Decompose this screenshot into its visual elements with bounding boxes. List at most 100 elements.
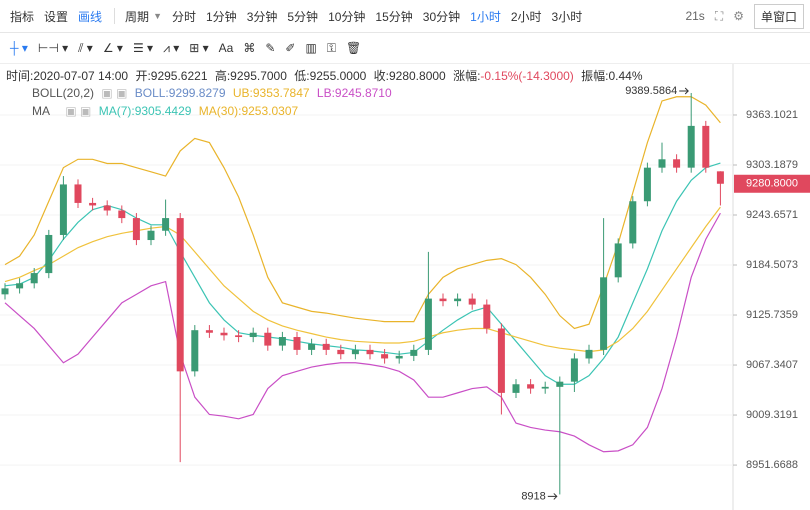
candle-body xyxy=(512,384,520,393)
candle-body xyxy=(600,277,608,350)
candle-body xyxy=(541,386,549,389)
candle-body xyxy=(702,125,710,168)
period-label[interactable]: 周期 xyxy=(125,9,150,24)
cross-tool[interactable]: ┼ ▾ xyxy=(10,41,28,55)
candle-tool[interactable]: ▥ xyxy=(305,41,317,55)
period-btn[interactable]: 2小时 xyxy=(510,9,542,24)
period-btn[interactable]: 3小时 xyxy=(551,9,583,24)
arrow xyxy=(547,493,558,500)
delete-tool[interactable]: 🗑 xyxy=(345,41,362,55)
lock-tool[interactable]: ⚿ xyxy=(326,40,336,55)
indicator-btn[interactable]: 指标 xyxy=(10,9,35,24)
ma-info: MA ▣ ▣ MA(7):9305.4429 MA(30):9253.0307 xyxy=(32,104,302,118)
y-tick-label: 9363.1021 xyxy=(746,109,798,121)
settings-btn[interactable]: 设置 xyxy=(44,9,69,24)
candle-body xyxy=(337,349,345,355)
close: 收:9280.8000 xyxy=(373,69,446,83)
candle-body xyxy=(527,384,535,389)
candle-body xyxy=(89,202,97,206)
period-btn[interactable]: 30分钟 xyxy=(422,9,461,24)
ruler-tool[interactable]: ✎ xyxy=(265,41,276,55)
period-btn[interactable]: 10分钟 xyxy=(328,9,366,24)
hline-tool[interactable]: ⊢⊣ ▾ xyxy=(37,41,69,55)
pen-tool[interactable]: ✐ xyxy=(285,41,296,55)
high-label: 9389.5864 xyxy=(625,85,677,97)
ma-name: MA xyxy=(32,104,50,118)
candle-body xyxy=(147,230,155,241)
candle-body xyxy=(264,332,272,346)
candle-body xyxy=(103,205,111,211)
ma30: MA(30):9253.0307 xyxy=(198,104,299,118)
candle-body xyxy=(673,159,681,168)
period-btn[interactable]: 3分钟 xyxy=(246,9,278,24)
indicator-line xyxy=(4,206,721,353)
period-btn[interactable]: 1分钟 xyxy=(206,9,237,24)
wave-tool[interactable]: ⩘ ▾ xyxy=(163,40,180,55)
candle-body xyxy=(132,218,140,241)
ray-tool[interactable]: ⫽ ▾ xyxy=(78,40,93,55)
candle-body xyxy=(410,349,418,356)
dropdown-arrow: ▼ xyxy=(153,11,162,21)
channel-tool[interactable]: ☰ ▾ xyxy=(132,41,154,55)
angle-tool[interactable]: ∠ ▾ xyxy=(102,41,123,55)
price-tag-label: 9280.8000 xyxy=(746,178,798,190)
indicator-line xyxy=(4,212,721,453)
candle-body xyxy=(629,201,637,244)
candle-body xyxy=(45,234,53,274)
draw-btn[interactable]: 画线 xyxy=(78,9,103,24)
candle-body xyxy=(424,298,432,350)
window-select[interactable]: 单窗口 xyxy=(753,3,804,29)
period-btn[interactable]: 15分钟 xyxy=(375,9,413,24)
periods: 分时 1分钟 3分钟 5分钟 10分钟 15分钟 30分钟 1小时 2小时 3小时 xyxy=(162,8,582,25)
period-btn[interactable]: 分时 xyxy=(171,9,196,24)
ohlc-info: 时间:2020-07-07 14:00 开:9295.6221 高:9295.7… xyxy=(6,67,647,84)
candle-body xyxy=(643,167,651,202)
settings-icon[interactable]: ⚙ xyxy=(733,9,744,23)
boll-name: BOLL(20,2) xyxy=(32,86,95,100)
icons: ▣ ▣ xyxy=(101,86,128,100)
fullscreen-icon[interactable]: ⛶ xyxy=(714,8,724,23)
period-btn[interactable]: 1小时 xyxy=(470,9,501,24)
y-tick-label: 9125.7359 xyxy=(746,309,798,321)
period-btn[interactable]: 5分钟 xyxy=(287,9,319,24)
draw-tools: ┼ ▾ ⊢⊣ ▾ ⫽ ▾ ∠ ▾ ☰ ▾ ⩘ ▾ ⊞ ▾ Aa ⌘ ✎ ✐ ▥ … xyxy=(0,33,810,64)
amplitude: 振幅:0.44% xyxy=(581,69,643,83)
candle-body xyxy=(205,330,213,333)
candle-body xyxy=(235,335,243,338)
price-tag xyxy=(734,174,810,193)
candle-body xyxy=(220,332,228,336)
magnet-tool[interactable]: ⌘ xyxy=(243,41,256,55)
candle-body xyxy=(658,159,666,168)
candle-body xyxy=(454,298,462,302)
candle-body xyxy=(716,171,724,184)
boll-info: BOLL(20,2) ▣ ▣ BOLL:9299.8279 UB:9353.78… xyxy=(32,86,396,100)
candle-body xyxy=(439,298,447,302)
separator xyxy=(114,8,116,24)
rect-tool[interactable]: ⊞ ▾ xyxy=(189,41,209,55)
candle-body xyxy=(1,288,9,295)
icons: ▣ ▣ xyxy=(65,104,92,118)
candle-body xyxy=(118,210,126,219)
candle-body xyxy=(687,125,695,168)
candle-body xyxy=(468,298,476,305)
candle-body xyxy=(381,354,389,359)
indicator-line xyxy=(4,96,721,330)
time: 时间:2020-07-07 14:00 xyxy=(6,69,129,83)
candle-body xyxy=(497,328,505,393)
candle-body xyxy=(176,218,184,372)
text-tool[interactable]: Aa xyxy=(218,41,234,55)
candle-body xyxy=(556,381,564,387)
candle-body xyxy=(570,358,578,382)
candle-body xyxy=(483,304,491,329)
toolbar: 指标 设置 画线 周期 ▼ 分时 1分钟 3分钟 5分钟 10分钟 15分钟 30分钟 1小时… xyxy=(0,0,810,33)
candle-body xyxy=(59,184,67,235)
candle-body xyxy=(614,243,622,278)
candle-body xyxy=(74,184,82,203)
candle-body xyxy=(191,330,199,372)
candle-body xyxy=(249,332,257,338)
arrow xyxy=(679,87,689,95)
y-tick-label: 9009.3191 xyxy=(746,409,798,421)
y-tick-label: 9184.5073 xyxy=(746,259,798,271)
